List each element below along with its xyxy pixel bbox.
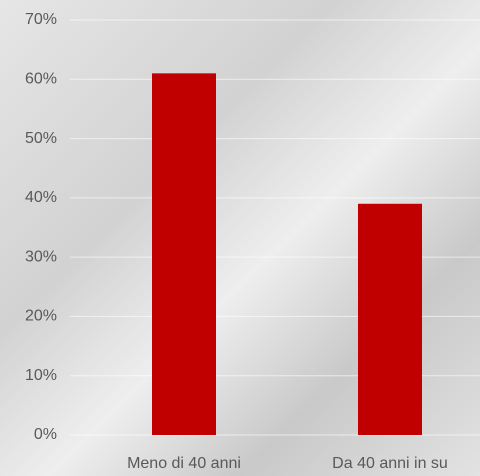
x-tick-label: Da 40 anni in su — [332, 455, 448, 472]
bar — [358, 203, 422, 435]
y-tick-label: 20% — [25, 308, 57, 325]
y-tick-label: 10% — [25, 367, 57, 384]
y-tick-label: 0% — [34, 426, 57, 443]
y-tick-label: 70% — [25, 11, 57, 28]
y-tick-label: 40% — [25, 189, 57, 206]
x-tick-label: Meno di 40 anni — [127, 455, 241, 472]
y-tick-label: 60% — [25, 71, 57, 88]
y-tick-label: 30% — [25, 248, 57, 265]
y-tick-label: 50% — [25, 130, 57, 147]
bar — [152, 73, 216, 435]
